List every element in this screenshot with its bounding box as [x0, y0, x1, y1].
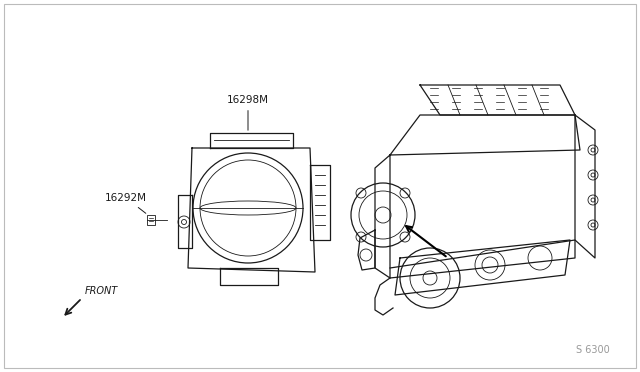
Text: S 6300: S 6300 [576, 345, 610, 355]
Bar [147, 215, 155, 225]
Text: 16298M: 16298M [227, 95, 269, 130]
Text: 16292M: 16292M [105, 193, 147, 213]
Text: FRONT: FRONT [85, 286, 118, 296]
